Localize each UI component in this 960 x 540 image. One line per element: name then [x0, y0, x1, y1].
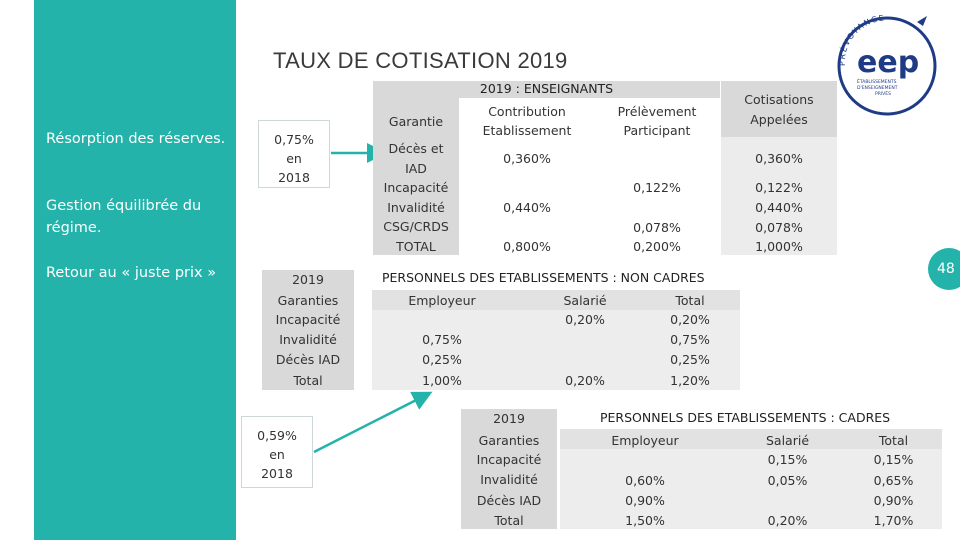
nc-col-total: Total — [675, 293, 705, 308]
c-row-deces: Décès IAD — [476, 493, 542, 508]
c-col-total: Total — [878, 433, 909, 448]
ens-header: 2019 : ENSEIGNANTS — [479, 81, 614, 96]
rate-year: 2018 — [261, 466, 293, 481]
nc-emp-invalidite: 0,75% — [422, 332, 462, 347]
nc-row-invalidite: Invalidité — [279, 332, 337, 347]
ens-cotis-total: 1,000% — [755, 239, 803, 254]
rate-en: en — [269, 447, 285, 462]
c-col-header-bar — [560, 429, 942, 449]
c-row-invalidite: Invalidité — [480, 472, 538, 487]
c-sal-invalidite: 0,05% — [767, 473, 808, 488]
nc-header: PERSONNELS DES ETABLISSEMENTS : NON CADR… — [382, 270, 705, 285]
logo-brand: eep — [857, 45, 919, 80]
nc-tot-total: 1,20% — [670, 373, 710, 388]
sidebar-panel — [0, 0, 236, 540]
rate-value: 0,59% — [257, 428, 297, 443]
c-row-garanties: Garanties — [478, 433, 540, 448]
point-reserves: Résorption des réserves. — [46, 131, 226, 147]
ens-contrib-deces: 0,360% — [503, 151, 551, 166]
c-emp-invalidite: 0,60% — [625, 473, 665, 488]
c-tot-total: 1,70% — [873, 513, 914, 528]
sidebar-margin — [0, 0, 34, 540]
ens-row-csg: CSG/CRDS — [383, 219, 449, 234]
nc-row-total: Total — [293, 373, 323, 388]
ens-cotis-deces: 0,360% — [755, 151, 803, 166]
c-col-employeur: Employeur — [611, 433, 679, 448]
c-emp-deces: 0,90% — [625, 493, 665, 508]
ens-cotis-header-bar — [721, 81, 837, 137]
nc-col-header-bar — [372, 290, 740, 310]
logo-ring — [837, 16, 937, 116]
ens-col-prelev-2: Participant — [623, 123, 691, 138]
ens-cotis-invalidite: 0,440% — [755, 200, 803, 215]
ens-row-iad: IAD — [405, 161, 427, 176]
nc-sal-total: 0,20% — [565, 373, 605, 388]
nc-tot-incapacite: 0,20% — [670, 312, 710, 327]
ens-col-cotis-2: Appelées — [750, 112, 808, 127]
logo-sub-1: ÉTABLISSEMENTS — [857, 77, 897, 85]
rate-value: 0,75% — [274, 132, 314, 147]
ens-row-invalidite: Invalidité — [387, 200, 445, 215]
c-sal-incapacite: 0,15% — [767, 452, 808, 467]
c-emp-total: 1,50% — [625, 513, 665, 528]
logo-sub-3: PRIVÉS — [875, 89, 891, 97]
nc-row-garanties: Garanties — [277, 293, 339, 308]
page-number-badge: 48 — [928, 248, 960, 290]
c-tot-deces: 0,90% — [873, 493, 914, 508]
ens-prelev-csg: 0,078% — [633, 220, 681, 235]
nc-col-employeur: Employeur — [408, 293, 476, 308]
nc-emp-deces: 0,25% — [422, 352, 462, 367]
ens-row-incapacite: Incapacité — [383, 180, 449, 195]
c-tot-invalidite: 0,65% — [873, 473, 914, 488]
rate-2018-bottom-card: 0,59% en 2018 — [241, 416, 313, 488]
nc-body-bar — [372, 310, 740, 390]
ens-col-contrib-2: Etablissement — [482, 123, 572, 138]
c-row-total: Total — [494, 513, 524, 528]
rate-year: 2018 — [278, 170, 310, 185]
nc-tot-deces: 0,25% — [670, 352, 710, 367]
c-body-bar — [560, 449, 942, 529]
ens-col-contrib-1: Contribution — [488, 104, 566, 119]
ens-row-total: TOTAL — [396, 239, 436, 254]
nc-row-incapacite: Incapacité — [275, 312, 341, 327]
ens-cotis-column — [721, 137, 837, 255]
c-col-salarie: Salarié — [765, 433, 810, 448]
point-juste-prix: Retour au « juste prix » — [46, 265, 217, 281]
eep-logo: PRÉVOYANCE eep ÉTABLISSEMENTS D'ENSEIGNE… — [827, 8, 947, 118]
nc-sal-incapacite: 0,20% — [565, 312, 605, 327]
nc-year: 2019 — [292, 272, 324, 287]
c-row-incapacite: Incapacité — [476, 452, 542, 467]
logo-sub-2: D'ENSEIGNEMENT — [857, 85, 898, 91]
nc-garanties-column — [262, 270, 354, 390]
ens-prelev-total: 0,200% — [633, 239, 681, 254]
ens-contrib-total: 0,800% — [503, 239, 551, 254]
rate-en: en — [286, 151, 302, 166]
ens-prelev-incapacite: 0,122% — [633, 180, 681, 195]
ens-header-bar — [373, 81, 720, 98]
rate-2018-top-card: 0,75% en 2018 — [258, 120, 330, 188]
c-tot-incapacite: 0,15% — [873, 452, 914, 467]
c-garanties-column — [461, 409, 557, 529]
ens-col-prelev-1: Prélèvement — [617, 104, 697, 119]
c-year: 2019 — [493, 411, 525, 426]
ens-cotis-incapacite: 0,122% — [755, 180, 803, 195]
ens-contrib-invalidite: 0,440% — [503, 200, 551, 215]
point-gestion: Gestion équilibrée du régime. — [46, 198, 202, 236]
ens-garantie-column — [373, 98, 459, 255]
ens-row-deces: Décès et — [388, 141, 444, 156]
c-header: PERSONNELS DES ETABLISSEMENTS : CADRES — [600, 410, 891, 425]
eep-logo-graphic: PRÉVOYANCE eep ÉTABLISSEMENTS D'ENSEIGNE… — [837, 13, 937, 116]
logo-arrow-icon — [917, 16, 927, 26]
ens-cotis-csg: 0,078% — [755, 220, 803, 235]
nc-row-deces: Décès IAD — [275, 352, 341, 367]
ens-col-garantie: Garantie — [388, 114, 444, 129]
nc-tot-invalidite: 0,75% — [670, 332, 710, 347]
arrow-bottom — [313, 391, 433, 454]
page-title: TAUX DE COTISATION 2019 — [273, 48, 568, 73]
nc-emp-total: 1,00% — [422, 373, 462, 388]
nc-col-salarie: Salarié — [563, 293, 607, 308]
ens-col-cotis-1: Cotisations — [744, 92, 814, 107]
c-sal-total: 0,20% — [767, 513, 808, 528]
